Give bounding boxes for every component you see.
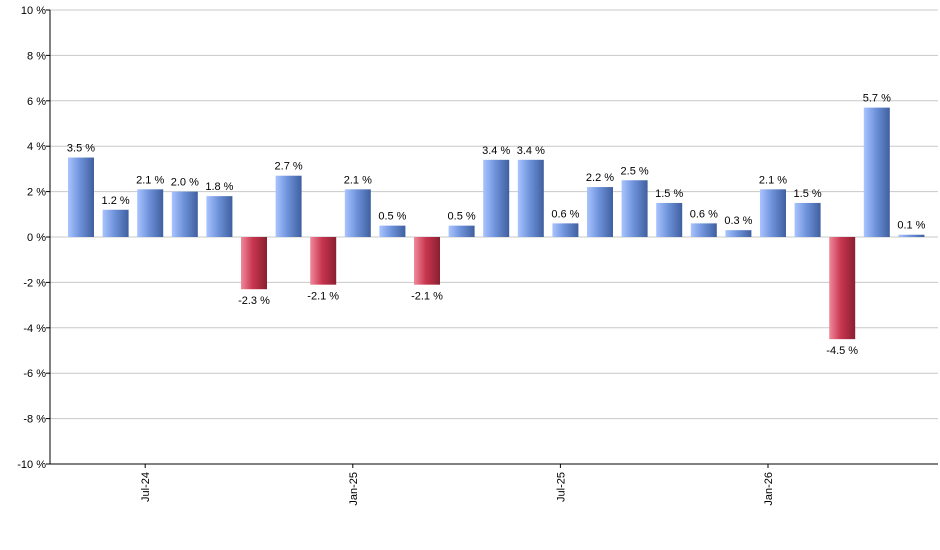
bar-data-label: -2.1 % — [411, 291, 443, 303]
x-tick-label: Jul-24 — [140, 472, 152, 502]
axes: -10 % -8 % -6 % -4 % -2 % 0 % 2 % 4 % 6 % 8 % 10 %… — [17, 5, 938, 506]
bar — [171, 191, 198, 237]
bar — [344, 189, 371, 237]
bar-data-label: 2.2 % — [586, 172, 614, 184]
bar — [310, 237, 337, 285]
x-tick-label: Jan-26 — [763, 472, 775, 506]
bar-data-label: -2.3 % — [238, 295, 270, 307]
bar — [68, 157, 94, 237]
bar-data-label: 0.6 % — [690, 208, 718, 220]
y-tick-label: -8 % — [23, 414, 46, 426]
bar — [898, 234, 925, 237]
bar-data-label: 3.4 % — [482, 145, 510, 157]
bar — [102, 209, 129, 237]
bar-data-label: 3.5 % — [67, 143, 95, 155]
bar — [206, 196, 233, 237]
bar — [517, 159, 544, 237]
bar-data-label: 0.1 % — [897, 220, 925, 232]
bar-data-label: 2.1 % — [344, 174, 372, 186]
bar — [379, 225, 406, 237]
bar-data-label: 0.6 % — [551, 208, 579, 220]
bars — [68, 107, 925, 340]
bar — [275, 175, 302, 237]
x-tick-label: Jul-25 — [555, 472, 567, 502]
y-tick-label: -10 % — [17, 459, 46, 471]
x-tick-label: Jan-25 — [348, 472, 360, 506]
bar — [760, 189, 786, 237]
bar-data-label: 1.5 % — [794, 188, 822, 200]
bar — [241, 237, 267, 290]
bar-data-label: 2.7 % — [275, 161, 303, 173]
y-tick-label: 6 % — [27, 96, 46, 108]
bar-data-label: -4.5 % — [826, 345, 858, 357]
bar — [794, 202, 821, 237]
bar — [621, 180, 648, 237]
y-tick-label: 10 % — [21, 5, 46, 17]
y-tick-label: 0 % — [27, 232, 46, 244]
bar-data-label: 0.5 % — [378, 211, 406, 223]
bar — [483, 159, 510, 237]
bar-data-label: 0.5 % — [448, 211, 476, 223]
bar-data-label: -2.1 % — [307, 291, 339, 303]
bar-data-label: 2.1 % — [136, 174, 164, 186]
bar — [656, 202, 683, 237]
bar — [725, 230, 752, 237]
bar-data-label: 1.2 % — [102, 195, 130, 207]
bar-data-label: 3.4 % — [517, 145, 545, 157]
y-tick-label: 2 % — [27, 187, 46, 199]
bar-data-label: 2.1 % — [759, 174, 787, 186]
bar-data-label: 0.3 % — [724, 215, 752, 227]
y-tick-label: -4 % — [23, 323, 46, 335]
bar-data-label: 1.5 % — [655, 188, 683, 200]
bar — [137, 189, 164, 237]
bar — [829, 237, 856, 340]
data-labels: 3.5 % 1.2 % 2.1 % 2.0 % 1.8 % -2.3 % 2.7 % -2.1… — [67, 93, 926, 358]
bar-data-label: 5.7 % — [863, 93, 891, 105]
bar — [552, 223, 579, 237]
bar — [863, 107, 890, 237]
y-tick-label: -2 % — [23, 277, 46, 289]
bar-data-label: 2.5 % — [621, 165, 649, 177]
bar-data-label: 2.0 % — [171, 177, 199, 189]
bar — [587, 187, 613, 237]
bar-data-label: 1.8 % — [205, 181, 233, 193]
y-tick-label: -6 % — [23, 368, 46, 380]
bar — [448, 225, 475, 237]
y-tick-label: 4 % — [27, 141, 46, 153]
bar — [690, 223, 717, 237]
y-tick-label: 8 % — [27, 50, 46, 62]
bar — [414, 237, 440, 285]
